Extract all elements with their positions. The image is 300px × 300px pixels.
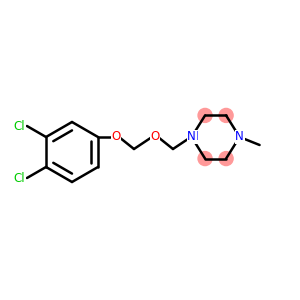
- Circle shape: [198, 108, 212, 122]
- Circle shape: [198, 152, 212, 166]
- Text: Cl: Cl: [13, 119, 25, 133]
- Text: O: O: [150, 130, 160, 143]
- Circle shape: [219, 108, 233, 122]
- Circle shape: [219, 152, 233, 166]
- Text: Cl: Cl: [13, 172, 25, 184]
- Text: N: N: [187, 130, 196, 143]
- Text: N: N: [235, 130, 244, 143]
- Text: O: O: [111, 130, 121, 143]
- Text: N: N: [190, 130, 198, 143]
